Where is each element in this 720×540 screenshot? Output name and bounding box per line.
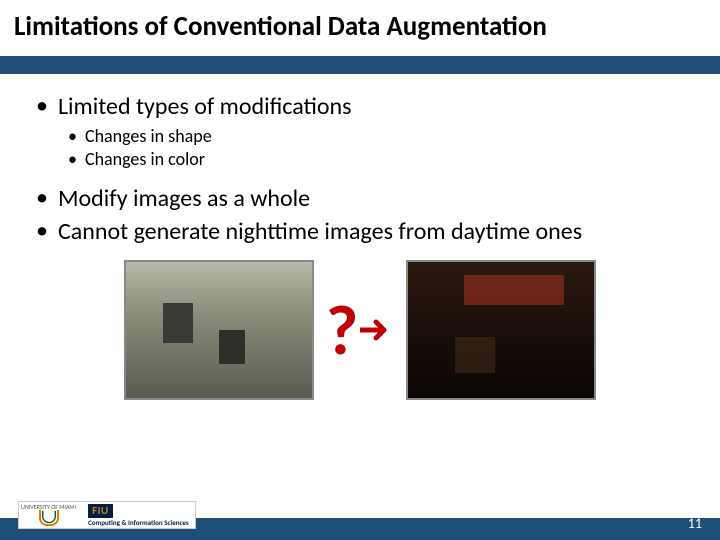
bullet-dot: •	[36, 217, 48, 246]
bullet-dot: •	[36, 92, 48, 121]
nighttime-image	[406, 260, 596, 400]
bullet-dot: •	[68, 125, 77, 148]
bullet-text: Cannot generate nighttime images from da…	[58, 217, 582, 246]
bullet-dot: •	[68, 148, 77, 171]
image-comparison-row: ?	[36, 260, 684, 400]
bullet-text: Changes in color	[85, 148, 205, 171]
transform-indicator: ?	[326, 295, 394, 365]
bullet-level1: • Limited types of modifications	[36, 92, 684, 121]
fiu-subtext: Computing & Information Sciences	[88, 519, 189, 526]
bullet-text: Changes in shape	[85, 125, 212, 148]
um-logo: UNIVERSITY OF MIAMI	[21, 504, 76, 526]
bullet-level2: • Changes in shape	[68, 125, 684, 148]
bullet-dot: •	[36, 184, 48, 213]
daytime-image	[124, 260, 314, 400]
bullet-level1: • Cannot generate nighttime images from …	[36, 217, 684, 246]
bullet-level2: • Changes in color	[68, 148, 684, 171]
title-underline	[0, 56, 720, 74]
fiu-logo: FIU Computing & Information Sciences	[88, 504, 189, 526]
affiliation-logos: UNIVERSITY OF MIAMI FIU Computing & Info…	[18, 501, 196, 529]
arrow-right-icon	[360, 318, 394, 342]
title-bar: Limitations of Conventional Data Augment…	[0, 0, 720, 56]
bullet-level1: • Modify images as a whole	[36, 184, 684, 213]
um-u-icon	[39, 510, 59, 526]
question-mark-icon: ?	[326, 295, 358, 365]
fiu-badge: FIU	[88, 504, 113, 518]
bullet-text: Limited types of modifications	[58, 92, 352, 121]
footer: UNIVERSITY OF MIAMI FIU Computing & Info…	[0, 496, 720, 540]
bullet-text: Modify images as a whole	[58, 184, 310, 213]
page-number: 11	[688, 515, 702, 532]
content-area: • Limited types of modifications • Chang…	[0, 74, 720, 400]
slide-title: Limitations of Conventional Data Augment…	[14, 10, 706, 43]
